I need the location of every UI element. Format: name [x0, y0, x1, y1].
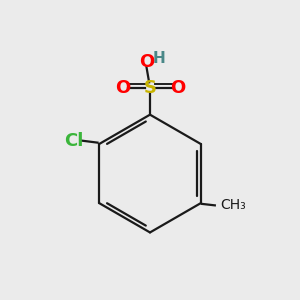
- Text: Cl: Cl: [64, 132, 84, 150]
- Text: S: S: [143, 79, 157, 97]
- Text: O: O: [115, 79, 130, 97]
- Text: O: O: [170, 79, 185, 97]
- Text: H: H: [152, 51, 165, 66]
- Text: CH₃: CH₃: [221, 198, 247, 212]
- Text: O: O: [139, 53, 154, 71]
